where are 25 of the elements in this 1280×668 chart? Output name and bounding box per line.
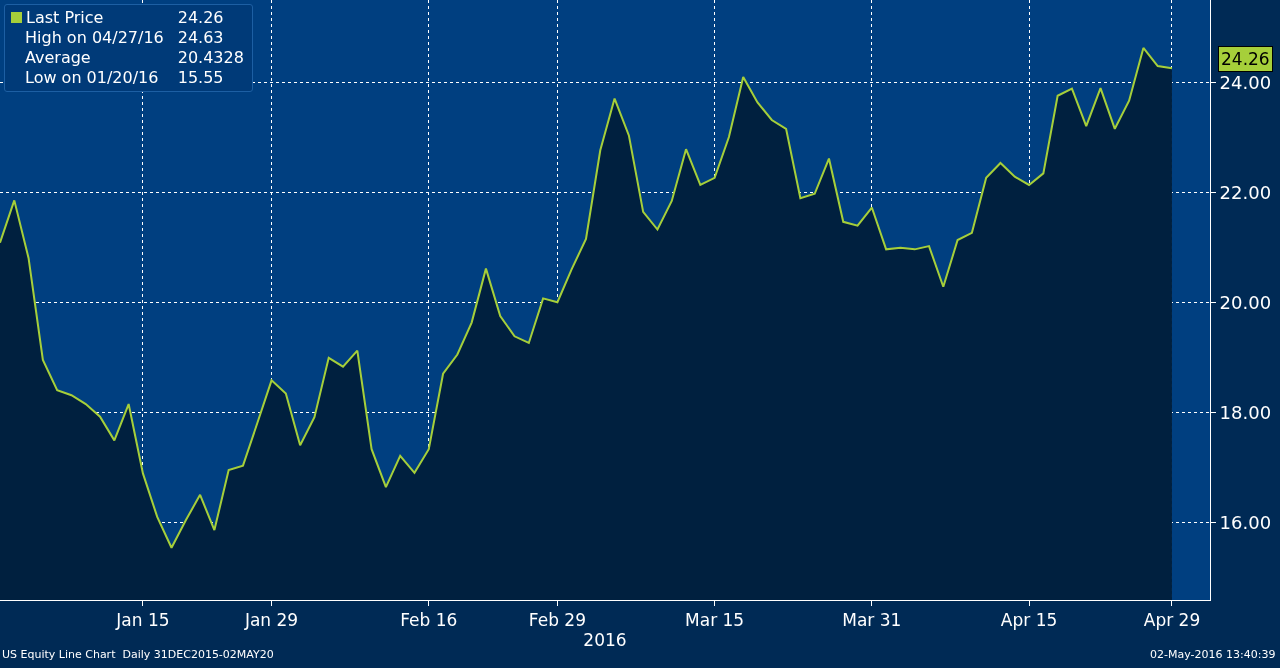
y-tick-label: 22.00 — [1219, 181, 1272, 203]
y-tick-label: 18.00 — [1219, 402, 1272, 424]
x-tick-label: Jan 29 — [243, 610, 299, 631]
text: US Equity Line Chart Daily 31DEC2015-02MAY20 — [2, 648, 274, 661]
annotation: 24.26 — [1221, 49, 1270, 69]
x-tick-label: Feb 16 — [400, 610, 458, 631]
annotation: Average — [24, 48, 92, 68]
x-tick-label: Apr 29 — [1143, 610, 1201, 631]
y-tick-label: 20.00 — [1219, 292, 1272, 314]
annotation: Low on 01/20/16 — [24, 68, 160, 88]
x-axis-title: 2016 — [583, 630, 627, 651]
annotation: 20.4328 — [176, 48, 244, 68]
annotation: 24.63 — [176, 28, 225, 48]
x-tick-label: Mar 15 — [685, 610, 745, 631]
x-tick-label: Jan 15 — [115, 610, 170, 631]
annotation: 24.26 — [176, 8, 225, 28]
legend-label: Last Price — [25, 8, 105, 28]
x-tick-label: Mar 31 — [842, 610, 902, 631]
text: 02-May-2016 13:40:39 — [1150, 648, 1276, 661]
x-tick-label: Feb 29 — [528, 610, 586, 631]
y-tick-label: 24.00 — [1219, 71, 1272, 93]
annotation: 15.55 — [176, 68, 225, 88]
annotation: High on 04/27/16 — [24, 28, 164, 48]
x-tick-label: Apr 15 — [1000, 610, 1058, 631]
y-tick-label: 16.00 — [1219, 512, 1272, 534]
